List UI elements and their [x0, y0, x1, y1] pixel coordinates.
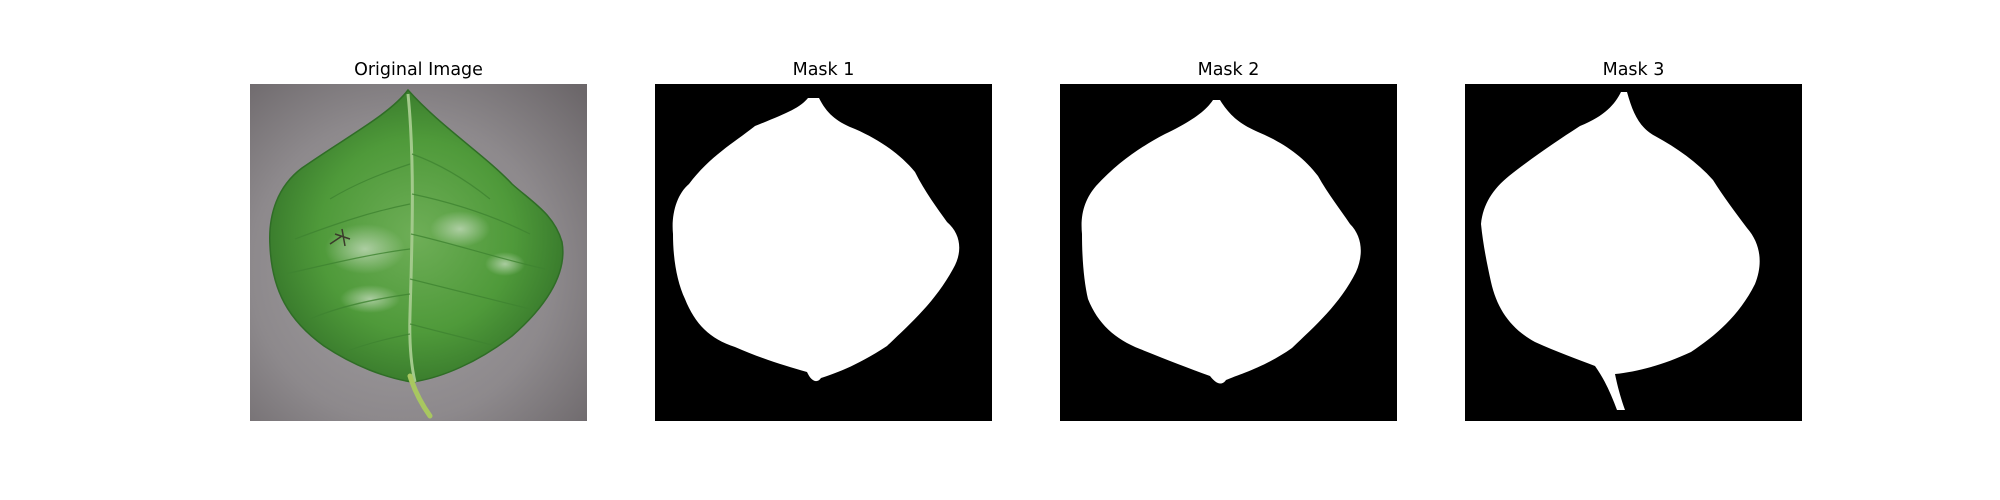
mask-foreground [1081, 100, 1361, 384]
mask-1 [655, 84, 992, 421]
leaf-photo [250, 84, 587, 421]
leaf-stem [407, 373, 433, 419]
mildew-spot [430, 211, 490, 247]
panel-title-original: Original Image [354, 60, 483, 80]
mask-foreground [672, 98, 960, 382]
insect-mark [329, 228, 351, 247]
mildew-spot [485, 252, 525, 276]
mildew-spot [340, 285, 400, 313]
mask-2-image [1060, 84, 1397, 421]
mask-3 [1465, 84, 1802, 421]
mask-1-image [655, 84, 992, 421]
panel-title-mask-2: Mask 2 [1197, 60, 1260, 80]
mask-2 [1060, 84, 1397, 421]
mask-foreground [1481, 92, 1760, 410]
leaf-midrib [406, 93, 417, 383]
mask-3-image [1465, 84, 1802, 421]
mildew-spot [325, 224, 405, 274]
original-image [250, 84, 587, 421]
leaf-veins [284, 153, 546, 353]
panel-title-mask-3: Mask 3 [1602, 60, 1665, 80]
panel-title-mask-1: Mask 1 [792, 60, 855, 80]
